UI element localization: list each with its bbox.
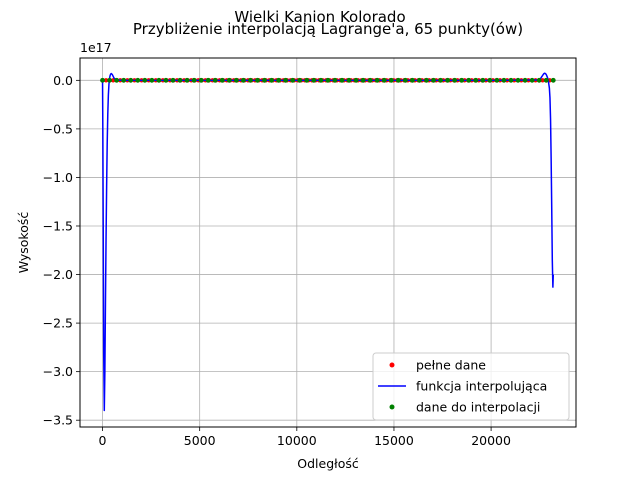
y-tick-label: −3.0: [43, 364, 73, 379]
interpolation-node-point: [311, 77, 317, 83]
interpolation-node-point: [388, 77, 394, 83]
x-tick-label: 15000: [374, 433, 414, 448]
interpolation-node-point: [142, 77, 148, 83]
y-offset-label: 1e17: [80, 40, 112, 55]
y-tick-label: −3.5: [43, 413, 73, 428]
interpolation-node-point: [163, 77, 169, 83]
interpolation-node-point: [473, 77, 479, 83]
interpolation-node-point: [325, 77, 331, 83]
interpolation-node-point: [255, 77, 260, 83]
interpolation-node-point: [480, 77, 486, 83]
interpolation-node-point: [240, 77, 246, 83]
interpolation-node-point: [402, 77, 408, 83]
interpolation-node-point: [156, 77, 162, 83]
interpolation-node-point: [248, 77, 253, 83]
interpolation-node-point: [276, 77, 282, 83]
interpolation-node-point: [283, 77, 289, 83]
interpolation-node-point: [107, 77, 112, 83]
interpolation-node-point: [536, 77, 542, 83]
interpolation-node-point: [297, 77, 303, 83]
plot-area-frame: [79, 57, 577, 428]
interpolation-node-point: [529, 77, 535, 83]
interpolation-node-point: [367, 77, 373, 83]
full-data-point: [540, 78, 545, 83]
interpolation-node-point: [381, 77, 387, 83]
interpolation-node-point: [395, 77, 401, 83]
interpolation-node-point: [438, 77, 443, 83]
interpolation-node-point: [445, 77, 451, 83]
interpolation-node-point: [353, 77, 359, 83]
interpolation-node-point: [233, 77, 239, 83]
y-tick-label: −2.5: [43, 316, 73, 331]
full-data-point: [103, 78, 109, 83]
y-tick-label: −1.5: [43, 218, 73, 233]
interpolation-node-point: [226, 77, 232, 83]
interpolation-node-point: [452, 77, 458, 83]
interpolation-node-point: [431, 77, 436, 83]
y-tick-label: −1.0: [43, 170, 73, 185]
interpolation-node-point: [262, 77, 267, 83]
interpolation-node-point: [417, 77, 422, 83]
legend: pełne dane funkcja interpolująca dane do…: [372, 352, 570, 421]
interpolation-node-point: [459, 77, 465, 83]
interpolation-node-point: [198, 77, 204, 83]
legend-marker-full-data: [389, 362, 395, 368]
y-tick-label: −2.0: [43, 267, 73, 282]
interpolation-node-point: [501, 77, 507, 83]
interpolation-node-point: [114, 77, 120, 83]
interpolation-node-point: [149, 77, 155, 83]
interpolation-node-point: [346, 77, 352, 83]
interpolation-node-point: [508, 77, 514, 83]
legend-marker-interpolation-data: [389, 404, 395, 410]
x-tick-label: 10000: [277, 433, 317, 448]
interpolation-node-point: [550, 77, 556, 83]
interpolation-node-point: [515, 77, 521, 83]
y-axis-label: Wysokość: [16, 212, 31, 274]
interpolation-node-point: [543, 77, 549, 83]
interpolation-node-point: [191, 77, 197, 83]
legend-label-interpolation-data: dane do interpolacji: [416, 400, 540, 415]
x-tick-label: 0: [99, 433, 107, 448]
chart-title: Przybliżenie interpolacją Lagrange'a, 65…: [133, 20, 523, 38]
chart-suptitle: Wielki Kanion Kolorado: [234, 8, 405, 26]
x-tick-label: 20000: [471, 433, 511, 448]
interpolation-node-point: [410, 77, 415, 83]
interpolation-node-point: [332, 77, 338, 83]
y-tick-label: −0.5: [43, 121, 73, 136]
interpolation-node-point: [170, 77, 176, 83]
interpolation-node-point: [304, 77, 310, 83]
interpolation-node-point: [360, 77, 366, 83]
interpolation-node-point: [212, 77, 218, 83]
axes-ticks: 0 5000 10000 15000 20000 0.0 −0.5 −1.0 −1.5 −2.0 −…: [43, 73, 511, 448]
interpolation-node-point: [374, 77, 380, 83]
y-tick-label: 0.0: [53, 73, 73, 88]
interpolation-node-point: [318, 77, 324, 83]
interpolation-node-point: [205, 77, 211, 83]
interpolation-node-point: [522, 77, 528, 83]
interpolation-node-point: [494, 77, 500, 83]
interpolation-node-point: [424, 77, 429, 83]
interpolation-node-point: [219, 77, 225, 83]
x-axis-label: Odległość: [297, 456, 359, 471]
interpolation-node-point: [121, 77, 127, 83]
interpolation-node-point: [135, 77, 141, 83]
interpolation-node-point: [269, 77, 274, 83]
data-layer: [100, 72, 556, 412]
interpolation-node-point: [290, 77, 296, 83]
legend-label-full-data: pełne dane: [416, 358, 486, 373]
interpolation-node-point: [466, 77, 472, 83]
interpolation-node-point: [339, 77, 345, 83]
legend-label-interpolating-function: funkcja interpolująca: [416, 379, 547, 394]
interpolation-node-point: [177, 77, 183, 83]
x-tick-label: 5000: [184, 433, 216, 448]
interpolation-node-point: [487, 77, 493, 83]
interpolation-node-point: [128, 77, 134, 83]
interpolation-node-point: [184, 77, 190, 83]
legend-box: [372, 352, 570, 421]
interpolation-node-point: [100, 77, 105, 83]
